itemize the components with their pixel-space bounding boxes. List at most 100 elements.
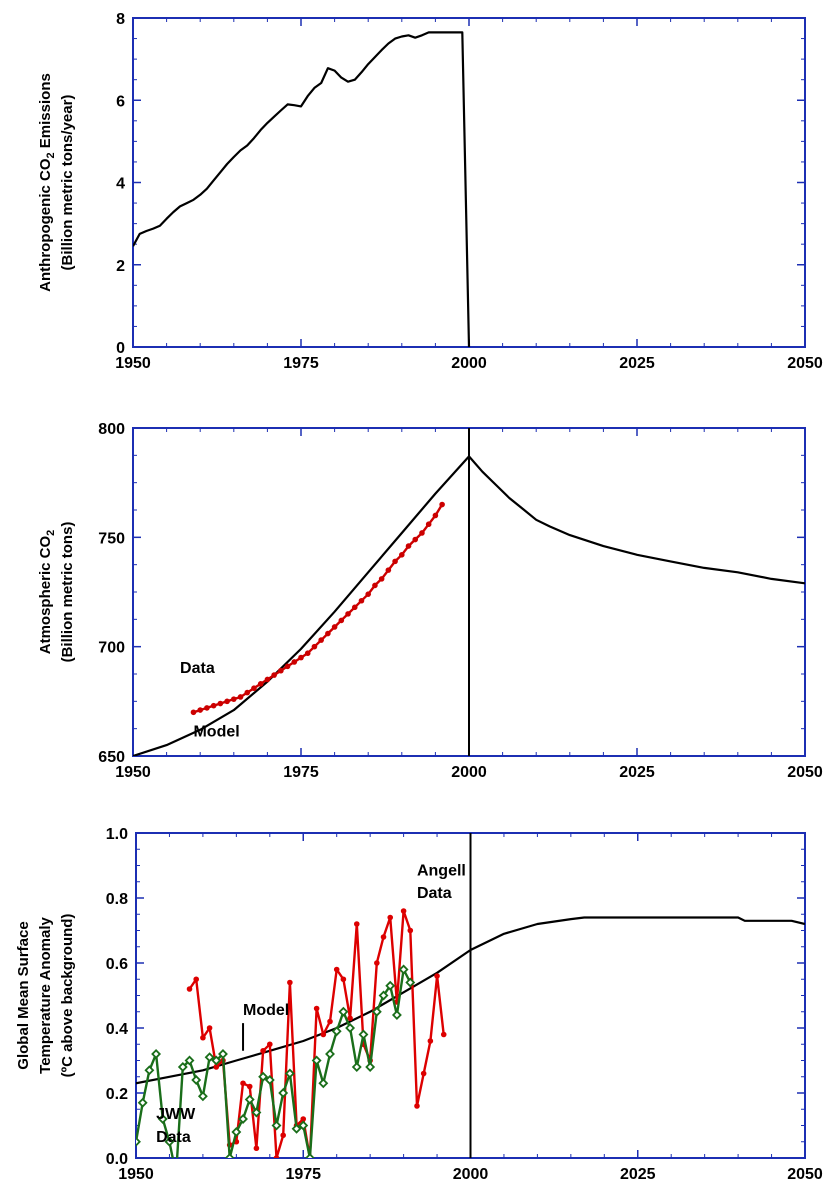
data-point — [273, 1155, 280, 1158]
data-point — [304, 650, 311, 657]
data-point — [193, 976, 200, 983]
data-point — [278, 1088, 289, 1098]
data-point — [137, 1097, 148, 1108]
x-tick-label: 1975 — [285, 1166, 321, 1183]
data-point — [157, 1114, 168, 1124]
data-point — [267, 1041, 273, 1048]
x-tick-label: 2025 — [620, 1166, 656, 1183]
data-point — [385, 980, 396, 991]
x-tick-label: 2000 — [451, 764, 487, 781]
data-point — [197, 1091, 208, 1102]
x-tick-label: 2050 — [787, 355, 823, 372]
data-point — [412, 536, 419, 543]
data-point — [244, 689, 251, 696]
data-point — [378, 576, 385, 582]
x-tick-label: 2000 — [453, 1166, 489, 1183]
y-axis-label: Temperature Anomaly — [37, 916, 54, 1073]
data-point — [325, 630, 331, 637]
y-axis-label: Global Mean Surface — [15, 921, 32, 1069]
data-point — [353, 921, 360, 927]
subscript-2: 2 — [45, 530, 57, 536]
annotation-label: Data — [156, 1129, 191, 1146]
data-point — [291, 1123, 302, 1134]
x-tick-label: 2000 — [451, 355, 487, 372]
data-point — [253, 1145, 260, 1152]
y-tick-label: 700 — [98, 640, 125, 657]
data-point — [432, 512, 439, 519]
data-point — [338, 1006, 349, 1017]
data-point — [284, 1068, 295, 1079]
data-point — [372, 582, 378, 589]
data-point — [298, 1120, 309, 1131]
y-tick-label: 0.6 — [106, 956, 128, 973]
x-tick-label: 2025 — [619, 764, 655, 781]
data-point — [280, 1132, 286, 1139]
data-point — [257, 681, 264, 687]
y-axis-label: Atmospheric CO2 — [37, 530, 57, 654]
data-point — [278, 667, 284, 674]
x-tick-label: 2050 — [787, 764, 823, 781]
data-point — [271, 1120, 282, 1131]
y-tick-label: 0.2 — [106, 1086, 128, 1103]
data-point — [427, 1038, 434, 1044]
plot-area — [133, 31, 471, 347]
data-point — [351, 604, 358, 611]
y-tick-label: 1.0 — [106, 826, 128, 843]
data-point — [210, 702, 217, 709]
subscript-2: 2 — [45, 152, 57, 158]
data-point — [425, 521, 432, 528]
y-tick-label: 4 — [116, 176, 125, 193]
data-point — [251, 685, 257, 692]
data-point — [420, 1070, 427, 1077]
data-point — [407, 927, 414, 934]
label-rest: Emissions — [37, 73, 54, 152]
data-point — [325, 1049, 335, 1059]
data-point — [204, 1052, 215, 1063]
annotation-label: Data — [417, 885, 452, 902]
x-tick-label: 1975 — [283, 764, 319, 781]
series-line-0 — [133, 31, 471, 347]
data-point — [264, 676, 271, 683]
data-point — [380, 934, 387, 940]
y-axis-label: (Billion metric tons/year) — [59, 95, 76, 271]
data-point — [439, 501, 445, 508]
data-point — [298, 654, 304, 661]
y-tick-label: 0 — [116, 340, 125, 357]
data-point — [251, 1107, 262, 1118]
data-point — [211, 1055, 222, 1066]
data-point — [405, 543, 412, 549]
annotation-label: Model — [193, 723, 239, 740]
x-tick-label: 1950 — [115, 355, 151, 372]
chart-panel-3: 1950 1975 2000 2025 2050 0.0 0.2 0.4 0.6 0.8 1.0 Gl… — [15, 826, 823, 1183]
data-point — [144, 1065, 155, 1076]
data-point — [374, 960, 380, 966]
data-point — [264, 1075, 275, 1085]
data-point — [392, 558, 398, 565]
series-line-0 — [136, 916, 805, 1085]
y-axis-label: (ºC above background) — [59, 914, 76, 1078]
data-point — [204, 705, 210, 711]
data-point — [358, 597, 365, 604]
data-point — [338, 617, 345, 624]
data-point — [300, 1116, 307, 1122]
data-point — [313, 1005, 320, 1012]
chart-panel-2: 1950 1975 2000 2025 2050 650 700 750 800 Atmosphe… — [37, 421, 823, 781]
y-tick-label: 0.8 — [106, 891, 128, 908]
data-point — [365, 591, 372, 597]
y-axis-label: (Billion metric tons) — [59, 522, 76, 663]
data-point — [391, 1010, 402, 1020]
y-tick-label: 6 — [116, 93, 125, 110]
data-point — [385, 567, 392, 573]
data-point — [287, 979, 293, 986]
data-point — [206, 1025, 213, 1031]
data-point — [331, 624, 338, 630]
data-point — [184, 1055, 195, 1066]
data-point — [231, 696, 237, 702]
y-tick-label: 0.0 — [106, 1151, 128, 1168]
data-point — [345, 1023, 356, 1033]
x-tick-label: 1975 — [283, 355, 319, 372]
y-tick-label: 2 — [116, 258, 125, 275]
data-point — [258, 1071, 269, 1082]
annotation-label: Data — [180, 660, 215, 677]
data-point — [340, 976, 347, 983]
